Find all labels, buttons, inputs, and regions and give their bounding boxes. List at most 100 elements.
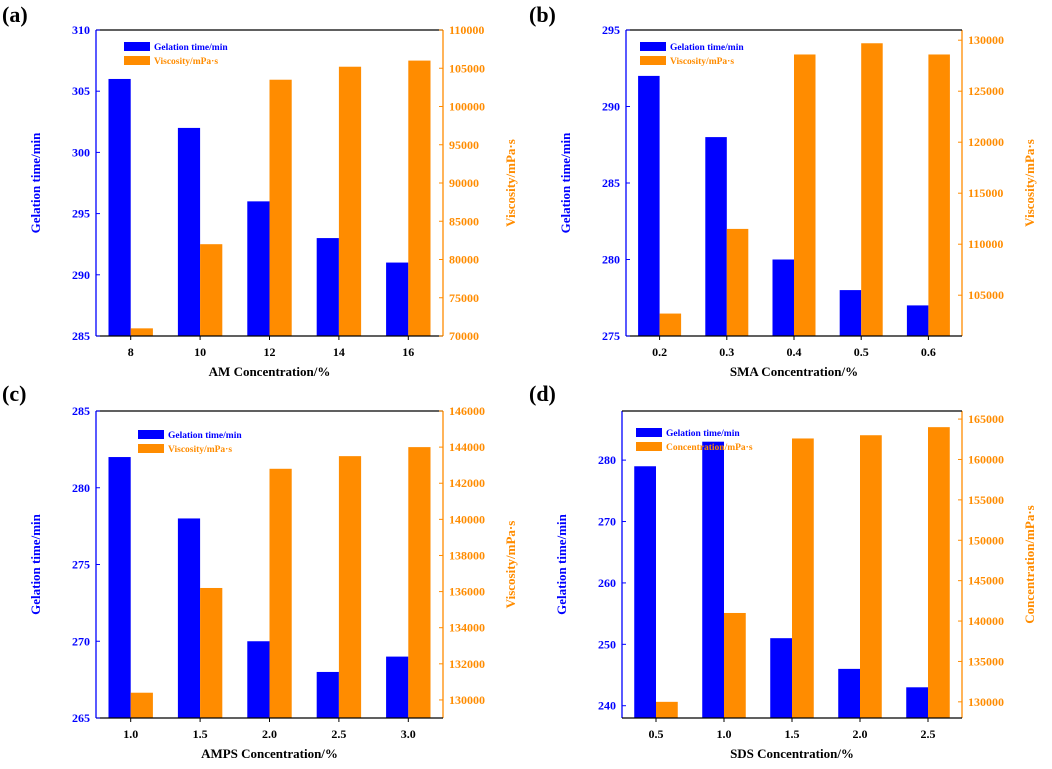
gelation-bar [386, 656, 409, 718]
y-left-axis-title: Gelation time/min [554, 513, 569, 615]
gelation-bar [838, 668, 860, 718]
y-left-tick-label: 270 [598, 515, 616, 529]
legend-swatch [640, 56, 666, 65]
gelation-bar [772, 259, 794, 336]
legend-swatch [640, 42, 666, 51]
x-tick-label: 8 [128, 345, 134, 359]
y-left-tick-label: 285 [602, 176, 620, 190]
y-left-tick-label: 295 [602, 23, 620, 37]
y-right-tick-label: 105000 [968, 288, 1004, 302]
y-right-tick-label: 142000 [449, 476, 485, 490]
y-right-tick-label: 130000 [968, 695, 1004, 709]
y-right-tick-label: 130000 [968, 33, 1004, 47]
panel-label: (a) [2, 2, 28, 27]
chart-panel-d: (d) 0.5 1.0 1.5 2.0 2.5 240 250 260 270 280 130000 1… [529, 381, 1037, 761]
x-tick-label: 1.5 [193, 727, 208, 741]
y-left-tick-label: 310 [72, 23, 90, 37]
y-left-tick-label: 275 [72, 558, 90, 572]
x-tick-label: 0.6 [921, 345, 936, 359]
y-right-tick-label: 138000 [449, 548, 485, 562]
viscosity-bar [200, 587, 223, 718]
x-axis-title: SMA Concentration/% [730, 364, 858, 379]
panel-label: (c) [2, 381, 26, 406]
viscosity-bar [659, 313, 682, 336]
panel-label: (b) [529, 2, 556, 27]
x-tick-label: 0.5 [854, 345, 869, 359]
gelation-bar [247, 641, 270, 718]
viscosity-bar [860, 435, 882, 718]
gelation-bar [906, 687, 928, 718]
y-right-tick-label: 140000 [449, 512, 485, 526]
y-left-axis-title: Gelation time/min [558, 132, 573, 234]
legend-label: Concentration/mPa·s [666, 443, 753, 453]
panel-label: (d) [529, 381, 556, 406]
y-right-tick-label: 115000 [968, 186, 1003, 200]
x-tick-label: 2.0 [262, 727, 277, 741]
gelation-bar [108, 457, 131, 718]
y-left-tick-label: 305 [72, 84, 90, 98]
y-left-tick-label: 280 [72, 481, 90, 495]
y-right-tick-label: 134000 [449, 621, 485, 635]
y-right-tick-label: 145000 [968, 574, 1004, 588]
gelation-bar [906, 305, 929, 336]
y-left-tick-label: 270 [72, 634, 90, 648]
legend-label: Viscosity/mPa·s [670, 57, 734, 67]
y-left-tick-label: 300 [72, 145, 90, 159]
gelation-bar [839, 290, 862, 336]
y-left-tick-label: 275 [602, 329, 620, 343]
gelation-bar [316, 238, 339, 336]
y-right-tick-label: 100000 [449, 100, 485, 114]
y-left-tick-label: 285 [72, 404, 90, 418]
y-right-axis-title: Concentration/mPa·s [1022, 505, 1037, 623]
y-left-tick-label: 250 [598, 637, 616, 651]
y-right-tick-label: 132000 [449, 657, 485, 671]
y-left-axis-title: Gelation time/min [28, 513, 43, 615]
gelation-bar [705, 137, 727, 336]
gelation-bar [702, 441, 724, 718]
gelation-bar [634, 466, 656, 718]
x-tick-label: 1.0 [717, 727, 732, 741]
y-right-tick-label: 125000 [968, 84, 1004, 98]
viscosity-bar [928, 427, 950, 718]
viscosity-bar [338, 66, 362, 336]
y-left-tick-label: 290 [72, 268, 90, 282]
x-tick-label: 16 [402, 345, 414, 359]
x-tick-label: 12 [264, 345, 276, 359]
gelation-bar [177, 127, 201, 336]
gelation-bar [770, 638, 792, 718]
legend: Gelation time/min Concentration/mPa·s [636, 428, 753, 453]
gelation-bar [247, 201, 270, 336]
gelation-bar [316, 671, 339, 718]
y-left-axis-title: Gelation time/min [28, 132, 43, 234]
x-tick-label: 14 [333, 345, 345, 359]
legend-swatch [124, 42, 150, 51]
x-tick-label: 0.4 [787, 345, 802, 359]
y-right-tick-label: 135000 [968, 654, 1004, 668]
x-tick-label: 2.5 [921, 727, 936, 741]
y-right-tick-label: 136000 [449, 585, 485, 599]
y-right-tick-label: 80000 [449, 253, 479, 267]
y-left-tick-label: 280 [598, 453, 616, 467]
y-left-tick-label: 280 [602, 253, 620, 267]
viscosity-bar [726, 228, 749, 336]
viscosity-bar [200, 244, 223, 336]
y-right-axis-title: Viscosity/mPa·s [503, 139, 518, 227]
x-tick-label: 1.5 [785, 727, 800, 741]
legend-swatch [124, 56, 150, 65]
chart-panel-c: (c) 1.0 1.5 2.0 2.5 3.0 265 270 275 280 285 130000 1… [2, 381, 518, 761]
legend-swatch [636, 428, 662, 437]
legend: Gelation time/min Viscosity/mPa·s [124, 42, 228, 67]
legend-label: Gelation time/min [670, 43, 744, 53]
gelation-bar [177, 518, 201, 718]
x-axis-title: SDS Concentration/% [730, 746, 854, 761]
y-right-tick-label: 150000 [968, 533, 1004, 547]
viscosity-bar [408, 447, 431, 718]
y-right-tick-label: 140000 [968, 614, 1004, 628]
y-right-axis-title: Viscosity/mPa·s [503, 521, 518, 609]
gelation-bar [386, 262, 409, 336]
x-tick-label: 0.5 [649, 727, 664, 741]
viscosity-bar [130, 692, 153, 718]
viscosity-bar [338, 456, 362, 718]
y-left-tick-label: 285 [72, 329, 90, 343]
